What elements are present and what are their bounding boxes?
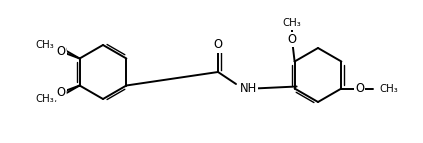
Text: CH₃: CH₃ (379, 84, 398, 94)
Text: O: O (56, 45, 65, 58)
Text: O: O (56, 86, 65, 99)
Text: O: O (355, 82, 364, 95)
Text: CH₃: CH₃ (35, 94, 54, 104)
Text: O: O (57, 44, 66, 57)
Text: NH: NH (240, 82, 257, 95)
Text: CH₃: CH₃ (282, 18, 301, 28)
Text: O: O (57, 87, 66, 100)
Text: O: O (214, 38, 222, 51)
Text: CH₃: CH₃ (38, 94, 57, 104)
Text: O: O (287, 33, 296, 46)
Text: CH₃: CH₃ (35, 40, 54, 50)
